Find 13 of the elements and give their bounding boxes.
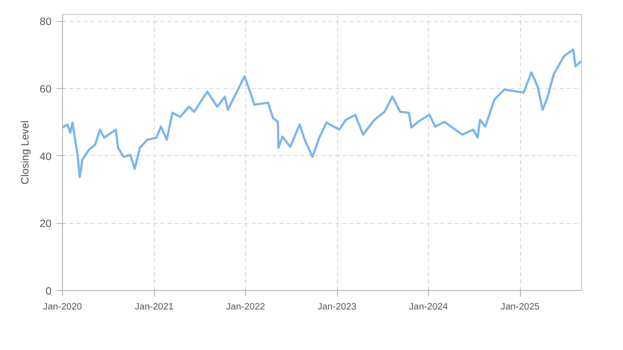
- y-tick-label: 40: [40, 150, 52, 163]
- y-tick-label: 80: [40, 16, 52, 28]
- y-axis-title: Closing Level: [20, 120, 32, 184]
- x-tick-label: Jan-2021: [134, 302, 174, 312]
- x-tick-label: Jan-2022: [226, 302, 266, 312]
- y-tick-label: 0: [46, 286, 52, 298]
- x-tick-label: Jan-2020: [43, 302, 82, 312]
- line-series: [62, 48, 582, 178]
- x-tick-label: Jan-2024: [409, 302, 448, 312]
- x-tick-label: Jan-2025: [500, 302, 540, 312]
- y-tick-label: 20: [40, 218, 52, 230]
- y-tick-label: 60: [40, 84, 52, 96]
- x-tick-label: Jan-2023: [318, 302, 356, 312]
